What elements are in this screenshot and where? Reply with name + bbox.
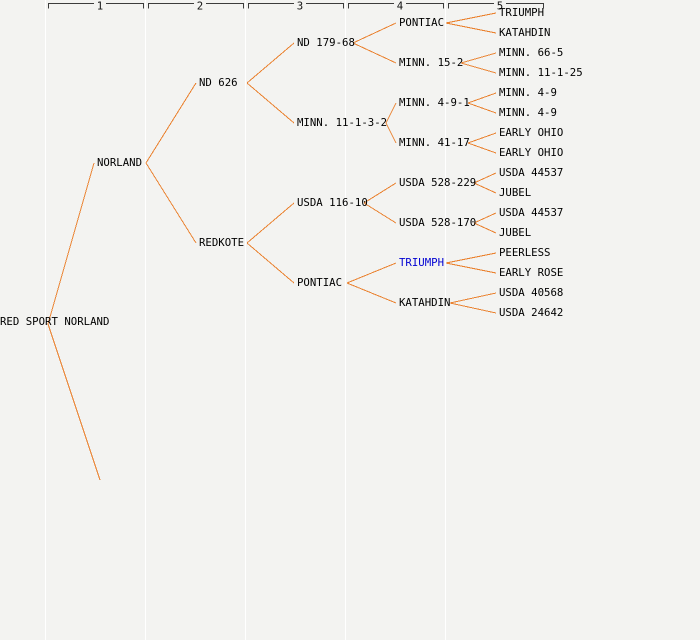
- ruler-generation-number: 1: [97, 0, 103, 13]
- tree-node-minn_4_9_a[interactable]: MINN. 4-9: [499, 86, 557, 99]
- ruler-label-backing: [494, 0, 506, 11]
- edge-katahdin_g4-to-usda_40568: [449, 292, 497, 304]
- edge-minn_4_9_1-to-minn_4_9_b: [467, 102, 497, 114]
- tree-node-norland[interactable]: NORLAND: [97, 156, 143, 169]
- tree-node-nd_179_68[interactable]: ND 179-68: [297, 36, 355, 49]
- edge-norland-to-redkote: [145, 162, 197, 244]
- edge-minn_41_17-to-early_ohio_a: [467, 132, 497, 144]
- ruler-generation-number: 4: [397, 0, 403, 13]
- tree-node-usda_528_229[interactable]: USDA 528-229: [399, 176, 477, 189]
- edge-usda_528_229-to-usda_44537_a: [473, 172, 497, 184]
- edge-katahdin_g4-to-usda_24642: [449, 302, 497, 314]
- edge-usda_528_170-to-jubel_b: [473, 222, 497, 234]
- tree-node-red_sport_norland[interactable]: RED SPORT NORLAND: [0, 315, 110, 328]
- tree-node-usda_40568[interactable]: USDA 40568: [499, 286, 564, 299]
- tree-node-minn_4_9_1[interactable]: MINN. 4-9-1: [399, 96, 470, 109]
- tree-node-usda_116_10[interactable]: USDA 116-10: [297, 196, 368, 209]
- ruler-label-backing: [394, 0, 406, 11]
- edge-pontiac_g4-to-katahdin_g5: [445, 22, 497, 34]
- tree-node-usda_44537_b[interactable]: USDA 44537: [499, 206, 564, 219]
- tree-node-usda_44537_a[interactable]: USDA 44537: [499, 166, 564, 179]
- edge-minn_15_2-to-minn_11_1_25: [460, 62, 497, 74]
- edge-usda_116_10-to-usda_528_170: [363, 202, 397, 224]
- edge-norland-to-nd_626: [145, 82, 197, 164]
- tree-node-early_ohio_b[interactable]: EARLY OHIO: [499, 146, 564, 159]
- tree-node-nd_626[interactable]: ND 626: [199, 76, 238, 89]
- tree-node-pontiac_g4[interactable]: PONTIAC: [399, 16, 445, 29]
- edge-usda_528_229-to-jubel_a: [473, 182, 497, 194]
- edge-minn_11_1_3_2-to-minn_4_9_1: [385, 102, 397, 124]
- edge-minn_41_17-to-early_ohio_b: [467, 142, 497, 154]
- ruler-label-backing: [94, 0, 106, 11]
- tree-node-triumph_g4[interactable]: TRIUMPH: [399, 256, 445, 269]
- edge-red_sport_norland-to-norland: [47, 162, 95, 325]
- ruler-generation-number: 3: [297, 0, 303, 13]
- ruler-label-backing: [194, 0, 206, 11]
- tree-node-usda_528_170[interactable]: USDA 528-170: [399, 216, 477, 229]
- edge-nd_626-to-nd_179_68: [246, 42, 295, 84]
- tree-node-minn_11_1_3_2[interactable]: MINN. 11-1-3-2: [297, 116, 388, 129]
- edge-usda_116_10-to-usda_528_229: [363, 182, 397, 204]
- edge-pontiac_g4-to-triumph_g5: [445, 12, 497, 24]
- edge-redkote-to-pontiac_g3: [246, 242, 295, 284]
- edge-minn_4_9_1-to-minn_4_9_a: [467, 92, 497, 104]
- edge-triumph_g4-to-peerless: [445, 252, 497, 264]
- edge-minn_15_2-to-minn_66_5: [460, 52, 497, 64]
- tree-node-katahdin_g5[interactable]: KATAHDIN: [499, 26, 551, 39]
- edge-pontiac_g3-to-katahdin_g4: [346, 282, 397, 304]
- edge-nd_179_68-to-minn_15_2: [352, 42, 397, 64]
- edge-nd_179_68-to-pontiac_g4: [352, 22, 397, 44]
- tree-node-minn_15_2[interactable]: MINN. 15-2: [399, 56, 464, 69]
- ruler-generation-number: 5: [497, 0, 503, 13]
- tree-node-jubel_a[interactable]: JUBEL: [499, 186, 532, 199]
- edge-usda_528_170-to-usda_44537_b: [473, 212, 497, 224]
- tree-node-early_rose[interactable]: EARLY ROSE: [499, 266, 564, 279]
- tree-node-katahdin_g4[interactable]: KATAHDIN: [399, 296, 451, 309]
- edge-pontiac_g3-to-triumph_g4: [346, 262, 397, 284]
- tree-node-usda_24642[interactable]: USDA 24642: [499, 306, 564, 319]
- edge-minn_11_1_3_2-to-minn_41_17: [385, 122, 397, 144]
- tree-node-early_ohio_a[interactable]: EARLY OHIO: [499, 126, 564, 139]
- tree-node-minn_4_9_b[interactable]: MINN. 4-9: [499, 106, 557, 119]
- tree-node-redkote[interactable]: REDKOTE: [199, 236, 245, 249]
- edge-red_sport_norland-to-unknown_parent: [47, 323, 101, 481]
- ruler-generation-number: 2: [197, 0, 203, 13]
- edge-triumph_g4-to-early_rose: [445, 262, 497, 274]
- edge-nd_626-to-minn_11_1_3_2: [246, 82, 295, 124]
- ruler-label-backing: [294, 0, 306, 11]
- tree-node-triumph_g5[interactable]: TRIUMPH: [499, 6, 545, 19]
- tree-node-minn_41_17[interactable]: MINN. 41-17: [399, 136, 470, 149]
- tree-node-pontiac_g3[interactable]: PONTIAC: [297, 276, 343, 289]
- tree-node-peerless[interactable]: PEERLESS: [499, 246, 551, 259]
- tree-node-jubel_b[interactable]: JUBEL: [499, 226, 532, 239]
- tree-node-minn_66_5[interactable]: MINN. 66-5: [499, 46, 564, 59]
- edge-redkote-to-usda_116_10: [246, 202, 295, 244]
- tree-node-minn_11_1_25[interactable]: MINN. 11-1-25: [499, 66, 583, 79]
